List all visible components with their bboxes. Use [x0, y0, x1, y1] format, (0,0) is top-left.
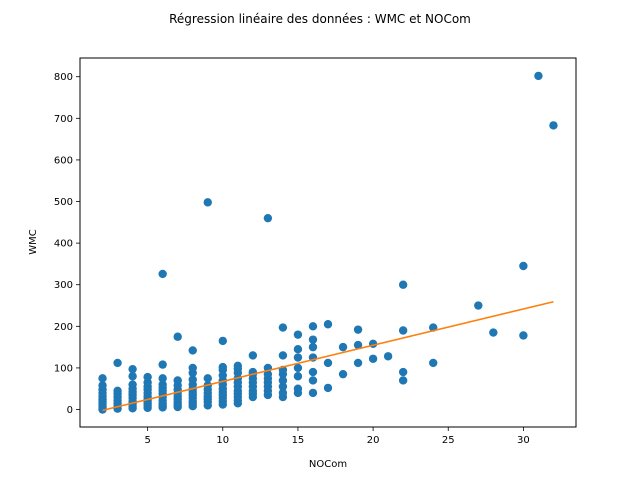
x-tick-label-10: 10	[216, 435, 229, 446]
data-point-18	[113, 358, 122, 368]
data-point-71	[188, 375, 197, 384]
y-tick-label-800: 800	[54, 72, 73, 83]
data-point-153	[353, 325, 363, 334]
data-point-148	[323, 320, 333, 329]
data-point-144	[308, 335, 318, 344]
x-axis-label: NOCom	[309, 459, 347, 470]
y-tick-label-0: 0	[67, 405, 73, 416]
data-point-126	[278, 382, 288, 391]
data-point-133	[293, 384, 303, 393]
data-point-166	[519, 261, 528, 271]
y-axis-label: WMC	[28, 229, 39, 255]
plot-frame	[79, 57, 577, 428]
data-point-158	[398, 367, 408, 377]
data-point-73	[188, 363, 197, 373]
data-point-51	[158, 360, 167, 369]
data-point-115	[248, 351, 258, 360]
data-point-150	[338, 342, 348, 352]
data-point-95	[218, 336, 227, 346]
y-axis-ticks: 0 100 200 300 400 500 600 700 800	[54, 72, 80, 416]
data-point-140	[308, 376, 318, 385]
data-point-94	[218, 362, 227, 372]
data-point-139	[308, 388, 318, 398]
data-point-74	[188, 346, 197, 355]
data-point-61	[173, 376, 182, 385]
chart-title: Régression linéaire des données : WMC et…	[169, 12, 471, 26]
x-tick-label-25: 25	[442, 435, 455, 446]
data-point-146	[323, 383, 333, 393]
data-point-28	[128, 372, 137, 381]
data-point-156	[383, 352, 393, 361]
y-tick-label-300: 300	[54, 280, 73, 291]
data-point-106	[233, 361, 243, 371]
data-point-137	[293, 345, 303, 354]
data-point-161	[429, 358, 438, 368]
y-tick-label-200: 200	[54, 322, 73, 333]
x-tick-label-15: 15	[292, 435, 305, 446]
data-point-141	[308, 367, 318, 377]
y-tick-label-600: 600	[54, 155, 73, 166]
data-point-149	[338, 369, 348, 379]
regression-line-group	[102, 301, 554, 412]
x-tick-label-30: 30	[517, 435, 530, 446]
data-point-165	[519, 331, 528, 340]
data-point-159	[398, 326, 408, 335]
scatter-points	[98, 71, 558, 414]
data-point-134	[293, 372, 303, 381]
y-tick-label-400: 400	[54, 239, 73, 250]
x-tick-label-20: 20	[367, 435, 380, 446]
y-tick-label-100: 100	[54, 363, 73, 374]
data-point-9	[98, 381, 107, 390]
data-point-27	[128, 380, 137, 389]
data-point-168	[549, 121, 558, 130]
data-point-160	[398, 280, 408, 289]
y-tick-label-700: 700	[54, 114, 73, 125]
data-point-163	[474, 301, 483, 310]
data-point-143	[308, 342, 318, 352]
data-point-131	[278, 323, 288, 332]
data-point-136	[293, 353, 303, 362]
data-point-121	[263, 369, 273, 379]
data-point-167	[534, 71, 543, 81]
data-point-29	[128, 364, 137, 374]
data-point-135	[293, 363, 303, 373]
data-point-52	[158, 269, 167, 279]
data-point-154	[368, 354, 378, 363]
data-point-10	[98, 374, 107, 383]
data-point-127	[278, 376, 288, 385]
data-point-164	[489, 328, 498, 337]
data-point-138	[293, 330, 303, 339]
data-point-130	[278, 351, 288, 360]
data-point-152	[353, 340, 363, 350]
data-point-82	[203, 374, 212, 383]
data-point-151	[353, 358, 363, 368]
x-axis-ticks: 5 10 15 20 25 30	[144, 427, 530, 446]
data-point-125	[278, 388, 288, 398]
data-point-157	[398, 376, 408, 385]
data-point-83	[203, 198, 212, 207]
data-point-147	[323, 358, 333, 368]
regression-line	[102, 301, 554, 412]
data-point-145	[308, 322, 318, 331]
data-point-40	[143, 372, 152, 382]
data-point-62	[173, 332, 182, 341]
x-tick-label-5: 5	[144, 435, 150, 446]
y-tick-label-500: 500	[54, 197, 73, 208]
data-point-50	[158, 374, 167, 383]
data-point-123	[263, 213, 273, 223]
data-point-49	[158, 380, 167, 389]
data-point-17	[113, 386, 122, 396]
